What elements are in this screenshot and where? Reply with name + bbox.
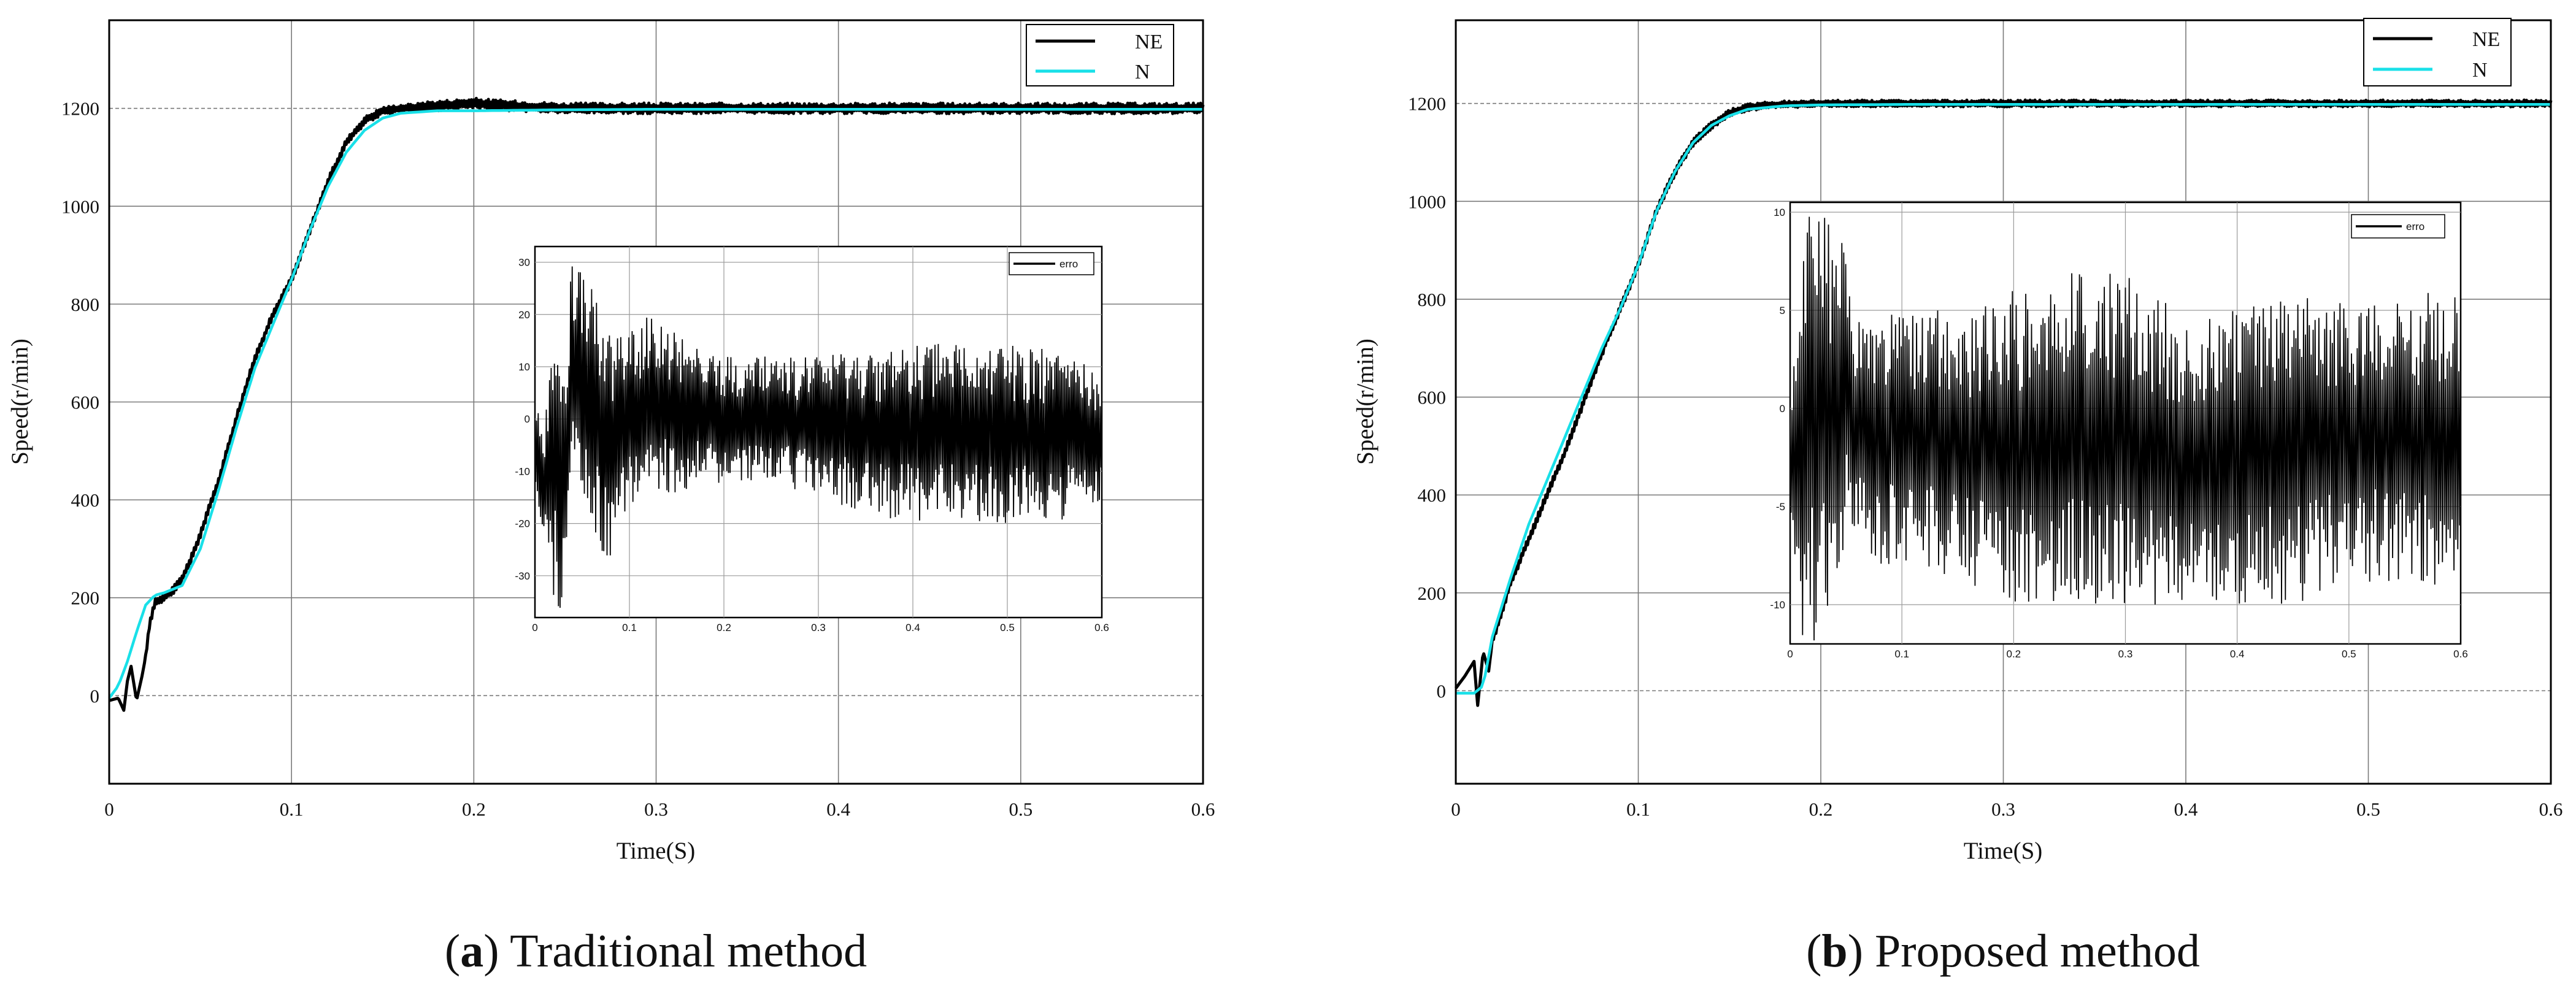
inset-y-tick-label: 30 xyxy=(518,257,530,269)
y-tick-label: 1200 xyxy=(1408,93,1446,115)
panel-a-xlabel: Time(S) xyxy=(617,838,696,864)
inset-x-tick-label: 0.1 xyxy=(622,622,637,633)
panel-a-inset-xticks: 0 0.1 0.2 0.3 0.4 0.5 0.6 xyxy=(532,622,1109,633)
y-tick-label: 600 xyxy=(71,392,100,413)
y-tick-label: 200 xyxy=(1418,583,1447,604)
panel-b-inset: 0 0.1 0.2 0.3 0.4 0.5 0.6 -10 -5 0 5 10 erro xyxy=(1770,201,2468,660)
panel-b: 0 0.1 0.2 0.3 0.4 0.5 0.6 02004006008001000120… xyxy=(1352,18,2563,977)
inset-y-tick-label: 0 xyxy=(1780,403,1785,415)
inset-y-tick-label: -20 xyxy=(515,518,530,530)
inset-x-tick-label: 0.1 xyxy=(1894,648,1909,660)
panel-b-lines xyxy=(1454,98,2553,707)
inset-x-tick-label: 0.2 xyxy=(2007,648,2021,660)
panel-a-inset-legend: erro xyxy=(1009,252,1094,275)
y-tick-label: 1000 xyxy=(61,196,99,217)
panel-b-caption: (b) Proposed method xyxy=(1806,925,2200,977)
panel-b-legend: NE N xyxy=(2363,18,2512,86)
inset-x-tick-label: 0.5 xyxy=(1000,622,1015,633)
panel-b-xticks: 0 0.1 0.2 0.3 0.4 0.5 0.6 xyxy=(1451,798,2563,820)
inset-series-line-erro xyxy=(1790,216,2461,641)
panel-b-xlabel: Time(S) xyxy=(1964,838,2043,864)
x-tick-label: 0.1 xyxy=(280,798,304,820)
panel-b-yticks: 0 200 400 600 800 1000 1200 xyxy=(1408,93,1446,702)
panel-a: 0 0.1 0.2 0.3 0.4 0.5 0.6 02004006008001000120… xyxy=(7,19,1215,977)
x-tick-label: 0.3 xyxy=(644,798,668,820)
inset-y-tick-label: 5 xyxy=(1780,305,1785,316)
x-tick-label: 0 xyxy=(104,798,114,820)
y-tick-label: 800 xyxy=(1418,289,1447,310)
panel-b-inset-yticks: -10 -5 0 5 10 xyxy=(1770,207,1785,611)
inset-x-tick-label: 0.4 xyxy=(2230,648,2245,660)
inset-y-tick-label: 10 xyxy=(518,361,530,373)
x-tick-label: 0.4 xyxy=(826,798,850,820)
x-tick-label: 0.5 xyxy=(2356,798,2380,820)
panel-b-inset-legend: erro xyxy=(2351,214,2445,239)
y-tick-label: 0 xyxy=(90,685,100,706)
panel-b-inset-xticks: 0 0.1 0.2 0.3 0.4 0.5 0.6 xyxy=(1787,648,2468,660)
panel-a-inset-yticks: -30 -20 -10 0 10 20 30 xyxy=(515,257,530,582)
x-tick-label: 0.4 xyxy=(2174,798,2198,820)
inset-y-tick-label: 10 xyxy=(1774,207,1785,218)
panel-b-caption-letter: b xyxy=(1821,925,1847,977)
inset-x-tick-label: 0.2 xyxy=(717,622,731,633)
x-tick-label: 0.6 xyxy=(2539,798,2563,820)
y-tick-label: 400 xyxy=(71,489,100,511)
panel-b-frame xyxy=(1455,19,2552,785)
series-line-n xyxy=(108,108,1203,699)
panel-a-caption: (a) Traditional method xyxy=(445,925,867,977)
panel-a-caption-text: Traditional method xyxy=(510,925,867,977)
y-tick-label: 1000 xyxy=(1408,191,1446,212)
panel-a-legend-label-ne: NE xyxy=(1135,31,1163,53)
y-tick-label: 600 xyxy=(1418,387,1447,408)
panel-b-caption-text: Proposed method xyxy=(1875,925,2200,977)
panel-b-legend-box xyxy=(2363,18,2512,86)
y-tick-label: 400 xyxy=(1418,484,1447,506)
panel-a-caption-letter: a xyxy=(460,925,483,977)
panel-a-ylabel: Speed(r/min) xyxy=(7,339,33,465)
x-tick-label: 0.2 xyxy=(1809,798,1833,820)
panel-a-xticks: 0 0.1 0.2 0.3 0.4 0.5 0.6 xyxy=(104,798,1215,820)
x-tick-label: 0.2 xyxy=(462,798,486,820)
y-tick-label: 200 xyxy=(71,587,100,609)
x-tick-label: 0.6 xyxy=(1191,798,1215,820)
panel-a-legend-box xyxy=(1026,24,1174,86)
inset-y-tick-label: 0 xyxy=(525,413,530,425)
panel-a-inset: 0 0.1 0.2 0.3 0.4 0.5 0.6 -30 -20 -10 0 10 20 30 err… xyxy=(515,245,1109,633)
inset-x-tick-label: 0.5 xyxy=(2342,648,2356,660)
panel-a-frame xyxy=(108,19,1204,785)
panel-a-inset-lines xyxy=(534,266,1102,608)
x-tick-label: 0.5 xyxy=(1009,798,1032,820)
x-tick-label: 0.1 xyxy=(1626,798,1650,820)
inset-x-tick-label: 0 xyxy=(1787,648,1793,660)
panel-b-ylabel: Speed(r/min) xyxy=(1352,339,1378,465)
inset-x-tick-label: 0.6 xyxy=(1094,622,1109,633)
inset-x-tick-label: 0.3 xyxy=(2118,648,2133,660)
panel-b-legend-label-ne: NE xyxy=(2472,28,2500,51)
panel-a-legend: NE N xyxy=(1026,24,1174,86)
y-tick-label: 1200 xyxy=(61,98,99,120)
panel-a-legend-label-n: N xyxy=(1135,61,1150,83)
panel-a-lines xyxy=(108,96,1205,712)
inset-y-tick-label: -10 xyxy=(1770,599,1785,611)
inset-y-tick-label: -30 xyxy=(515,570,530,582)
inset-x-tick-label: 0.6 xyxy=(2453,648,2468,660)
inset-y-tick-label: -10 xyxy=(515,465,530,477)
series-line-n xyxy=(1456,103,2551,695)
inset-x-tick-label: 0 xyxy=(532,622,537,633)
inset-series-line-erro xyxy=(534,266,1102,608)
x-tick-label: 0.3 xyxy=(1991,798,2015,820)
inset-x-tick-label: 0.4 xyxy=(905,622,920,633)
x-tick-label: 0 xyxy=(1451,798,1461,820)
panel-a-yticks: 0 200 400 600 800 1000 1200 xyxy=(61,98,99,707)
panel-b-inset-legend-label: erro xyxy=(2406,221,2424,232)
y-tick-label: 0 xyxy=(1437,680,1447,702)
inset-y-tick-label: 20 xyxy=(518,309,530,321)
panel-b-inset-lines xyxy=(1790,216,2461,641)
y-tick-label: 800 xyxy=(71,294,100,315)
inset-x-tick-label: 0.3 xyxy=(811,622,826,633)
inset-y-tick-label: -5 xyxy=(1776,501,1785,513)
panel-a-inset-legend-label: erro xyxy=(1059,258,1078,270)
panel-b-legend-label-n: N xyxy=(2472,59,2488,82)
